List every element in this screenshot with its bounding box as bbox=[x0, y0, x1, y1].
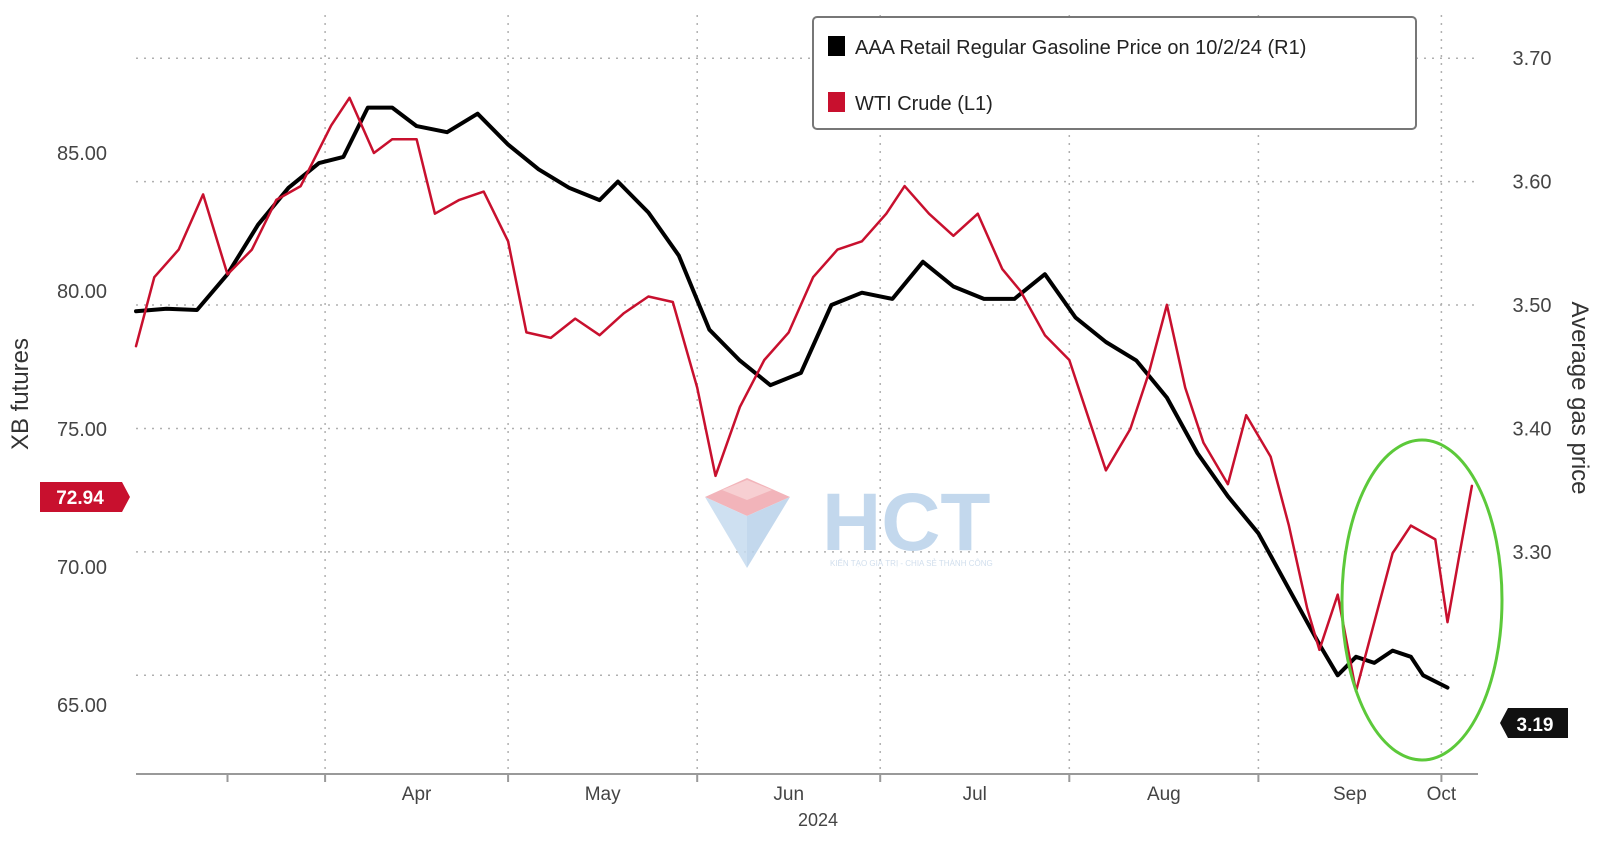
y-right-tick-label: 3.40 bbox=[1513, 418, 1552, 440]
legend-label-wti: WTI Crude (L1) bbox=[855, 93, 993, 115]
axes-layer: Apr May Jun Jul Aug Sep Oct 85.00 80.00 75.00 70.0… bbox=[57, 48, 1552, 805]
x-tick-label: Jul bbox=[963, 784, 987, 805]
grid-layer bbox=[136, 15, 1478, 774]
highlight-ellipse bbox=[1340, 438, 1504, 762]
legend: AAA Retail Regular Gasoline Price on 10/… bbox=[812, 16, 1417, 130]
hct-watermark: HCT KIẾN TẠO GIÁ TRỊ - CHIA SẺ THÀNH CÔN… bbox=[705, 477, 993, 568]
legend-swatch-gasoline bbox=[828, 36, 845, 56]
y-right-tick-label: 3.70 bbox=[1513, 48, 1552, 70]
svg-text:HCT: HCT bbox=[822, 477, 991, 568]
series-line-wti bbox=[134, 96, 1474, 693]
last-value-label-gasoline: 3.19 bbox=[1517, 715, 1554, 736]
x-tick-label: Jun bbox=[773, 784, 804, 805]
y-right-tick-label: 3.60 bbox=[1513, 172, 1552, 194]
right-axis-title: Average gas price bbox=[1566, 301, 1593, 494]
y-left-tick-label: 80.00 bbox=[57, 281, 107, 303]
y-left-tick-label: 75.00 bbox=[57, 419, 107, 441]
y-right-tick-label: 3.50 bbox=[1513, 295, 1552, 317]
x-tick-label: Oct bbox=[1427, 784, 1457, 805]
y-right-tick-label: 3.30 bbox=[1513, 542, 1552, 564]
x-tick-label: Sep bbox=[1333, 784, 1367, 805]
y-left-tick-label: 85.00 bbox=[57, 143, 107, 165]
left-axis-title: XB futures bbox=[7, 338, 34, 450]
legend-box bbox=[812, 16, 1417, 130]
y-left-tick-label: 65.00 bbox=[57, 695, 107, 717]
x-tick-label: May bbox=[585, 784, 621, 805]
x-tick-label: Apr bbox=[402, 784, 432, 805]
legend-label-gasoline: AAA Retail Regular Gasoline Price on 10/… bbox=[855, 37, 1306, 59]
y-left-tick-label: 70.00 bbox=[57, 557, 107, 579]
series-layer bbox=[134, 96, 1474, 693]
series-line-gasoline bbox=[134, 105, 1450, 690]
last-value-tag-wti: 72.94 bbox=[40, 482, 130, 512]
x-tick-label: Aug bbox=[1147, 784, 1181, 805]
legend-swatch-wti bbox=[828, 92, 845, 112]
x-axis-title: 2024 bbox=[798, 810, 838, 830]
svg-text:KIẾN TẠO GIÁ TRỊ - CHIA SẺ THÀ: KIẾN TẠO GIÁ TRỊ - CHIA SẺ THÀNH CÔNG bbox=[830, 558, 993, 568]
last-value-label-wti: 72.94 bbox=[56, 488, 104, 509]
last-value-tag-gasoline: 3.19 bbox=[1500, 708, 1568, 738]
